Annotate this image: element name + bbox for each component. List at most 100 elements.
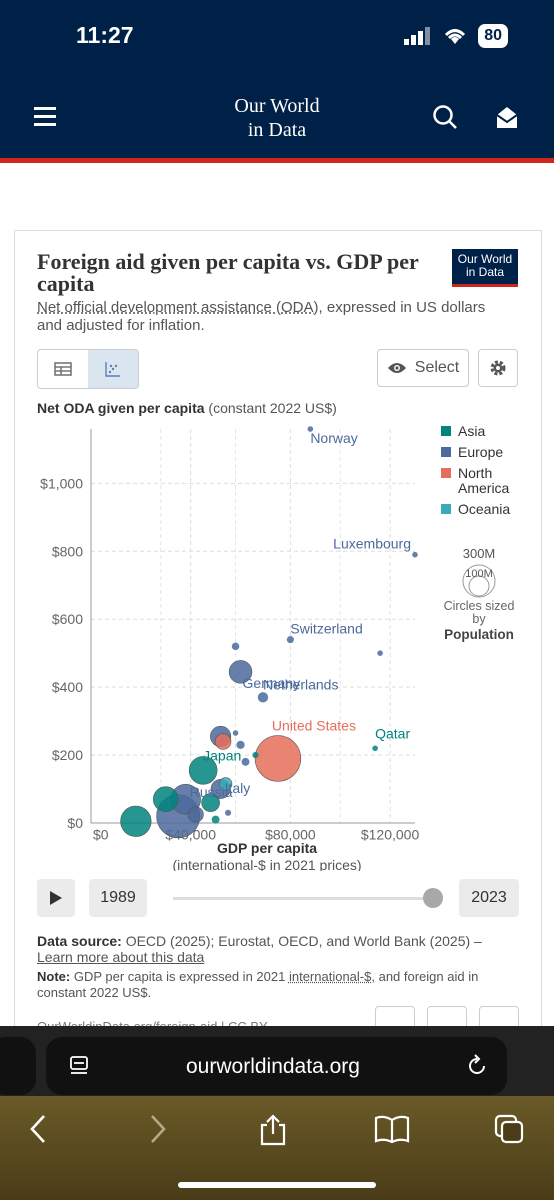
size-legend-small: 100M [465, 568, 493, 580]
data-point [228, 660, 253, 684]
x-tick-label: $120,000 [361, 826, 420, 842]
y-axis-title-bold: Net ODA given per capita [37, 400, 208, 416]
note-label: Note: [37, 969, 71, 984]
data-point [412, 551, 418, 558]
play-button[interactable] [37, 879, 75, 917]
gear-icon [490, 360, 506, 376]
logo-line-1: Our World [457, 252, 513, 266]
site-logo[interactable]: Our World in Data [200, 94, 354, 142]
search-icon[interactable] [432, 104, 458, 130]
reader-icon[interactable] [68, 1055, 90, 1077]
chart-title: Foreign aid given per capita vs. GDP per… [37, 249, 419, 296]
y-tick-label: $0 [67, 815, 83, 831]
signal-icon [404, 27, 431, 45]
point-label: Luxembourg [333, 536, 411, 552]
data-point [236, 740, 245, 750]
legend-swatch [441, 426, 451, 436]
y-tick-label: $1,000 [40, 475, 83, 491]
status-time: 11:27 [76, 22, 134, 48]
x-tick-label: $80,000 [265, 826, 316, 842]
data-point [214, 733, 232, 750]
data-point [201, 793, 220, 812]
data-point [377, 650, 383, 656]
data-point [152, 786, 179, 813]
owid-logo[interactable]: Our World in Data [452, 249, 518, 287]
chart-card: Foreign aid given per capita vs. GDP per… [14, 230, 542, 1052]
oda-definition-link[interactable]: Net official development assistance (ODA… [37, 299, 319, 316]
data-point [372, 745, 378, 752]
home-indicator [178, 1182, 376, 1188]
back-icon[interactable] [28, 1114, 48, 1144]
size-legend-caption: by [472, 612, 486, 626]
data-point [120, 805, 152, 837]
data-point [252, 752, 259, 759]
legend-swatch [441, 447, 451, 457]
y-axis-title: Net ODA given per capita (constant 2022 … [37, 400, 337, 416]
size-legend-circle-small [468, 575, 490, 597]
data-point [307, 426, 314, 432]
point-label: United States [272, 717, 356, 733]
y-tick-label: $600 [52, 611, 83, 627]
logo-line-2: in Data [465, 265, 505, 279]
data-point [241, 757, 250, 766]
international-dollar-link[interactable]: international-$ [288, 969, 372, 984]
bookmarks-icon[interactable] [374, 1114, 410, 1144]
data-point [225, 809, 232, 816]
x-tick-label: $0 [93, 826, 109, 842]
timeline-handle[interactable] [423, 888, 443, 908]
point-label: Norway [310, 430, 357, 446]
reload-icon[interactable] [466, 1054, 488, 1078]
note-text-2: , and foreign aid in constant 2022 US$. [37, 969, 479, 1000]
chart-settings-button[interactable] [478, 349, 518, 387]
data-point [286, 636, 294, 644]
size-legend-caption: Circles sized [444, 599, 515, 613]
share-icon[interactable] [258, 1114, 288, 1146]
header-accent-line [0, 158, 554, 163]
legend-label: Asia [458, 423, 485, 439]
play-icon [50, 891, 62, 905]
point-label: Italy [225, 780, 251, 796]
data-point [187, 806, 204, 823]
y-tick-label: $800 [52, 543, 83, 559]
tabs-icon[interactable] [494, 1114, 524, 1144]
legend-label: America [458, 480, 510, 496]
data-source: Data source: OECD (2025); Eurostat, OECD… [37, 933, 517, 965]
scatter-chart[interactable]: Net ODA given per capita (constant 2022 … [15, 391, 541, 871]
tab-chart[interactable] [88, 350, 138, 388]
legend-label: North [458, 465, 492, 481]
y-tick-label: $200 [52, 747, 83, 763]
battery-icon: 80 [478, 24, 508, 48]
site-header: Our World in Data [0, 72, 554, 158]
timeline-start-year[interactable]: 1989 [89, 879, 147, 917]
select-entities-button[interactable]: Select [377, 349, 469, 387]
wifi-icon [445, 29, 466, 44]
data-point [231, 642, 240, 651]
timeline-end-year[interactable]: 2023 [459, 879, 519, 917]
data-point [257, 692, 269, 703]
subtitle-text: , expressed in US dollars and adjusted f… [37, 299, 486, 334]
chart-note: Note: GDP per capita is expressed in 202… [37, 969, 517, 1001]
legend-label: Oceania [458, 501, 510, 517]
chart-subtitle: Net official development assistance (ODA… [37, 299, 507, 335]
timeline-track[interactable] [173, 897, 435, 900]
eye-icon [387, 363, 406, 373]
y-axis-title-unit: (constant 2022 US$) [208, 400, 336, 416]
previous-tab-pill[interactable] [0, 1037, 36, 1095]
forward-icon[interactable] [148, 1114, 168, 1144]
data-point [254, 735, 302, 782]
address-bar[interactable]: ourworldindata.org [46, 1037, 507, 1095]
donate-icon[interactable] [494, 104, 520, 130]
status-bar: 11:27 80 [0, 0, 554, 72]
note-text-1: GDP per capita is expressed in 2021 [73, 969, 286, 984]
url-text: ourworldindata.org [186, 1055, 360, 1078]
menu-icon[interactable] [34, 106, 56, 126]
legend-swatch [441, 468, 451, 478]
table-icon [54, 362, 72, 376]
select-label: Select [414, 359, 460, 376]
y-tick-label: $400 [52, 679, 83, 695]
source-label: Data source: [37, 933, 122, 949]
tab-table[interactable] [38, 350, 88, 388]
timeline: 1989 2023 [37, 879, 519, 919]
x-axis-title: GDP per capita [217, 840, 317, 856]
learn-more-link[interactable]: Learn more about this data [37, 949, 205, 965]
